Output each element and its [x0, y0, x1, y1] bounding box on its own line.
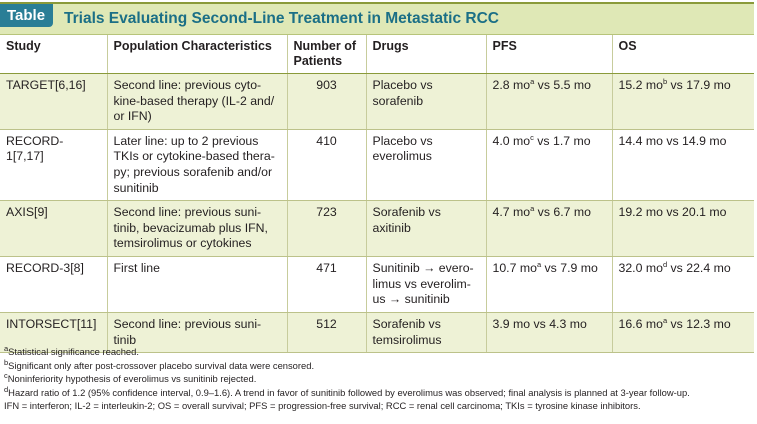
header-drugs: Drugs [365, 35, 486, 74]
cell-patients: 512 [286, 312, 366, 354]
cell-pfs: 4.7 moa vs 6.7 mo [485, 200, 612, 257]
cell-study: RECORD-3[8] [0, 256, 107, 313]
header-study: Study [0, 35, 107, 74]
cell-population: Second line: previous cyto-kine-based th… [106, 73, 287, 130]
table-row: INTORSECT[11] Second line: previous suni… [0, 312, 754, 354]
cell-study: INTORSECT[11] [0, 312, 107, 354]
cell-os: 15.2 mob vs 17.9 mo [611, 73, 754, 130]
cell-patients: 471 [286, 256, 366, 313]
table-row: TARGET[6,16] Second line: previous cyto-… [0, 73, 754, 130]
table-title-bar: Table Trials Evaluating Second-Line Trea… [0, 2, 754, 35]
footnote: cNoninferiority hypothesis of everolimus… [4, 371, 257, 385]
cell-os: 19.2 mo vs 20.1 mo [611, 200, 754, 257]
cell-drugs: Sunitinib → evero-limus vs everolim-us →… [365, 256, 486, 313]
cell-patients: 410 [286, 129, 366, 202]
table-row: RECORD-1[7,17] Later line: up to 2 previ… [0, 129, 754, 202]
footnote: aStatistical significance reached. [4, 343, 139, 357]
cell-os: 16.6 moa vs 12.3 mo [611, 312, 754, 354]
cell-os: 14.4 mo vs 14.9 mo [611, 129, 754, 202]
header-os: OS [611, 35, 754, 74]
cell-study: AXIS[9] [0, 200, 107, 257]
header-row: Study Population Characteristics Number … [0, 35, 754, 74]
cell-study: TARGET[6,16] [0, 73, 107, 130]
table-tag-label: Table [0, 4, 54, 27]
cell-population: First line [106, 256, 287, 313]
cell-pfs: 4.0 moc vs 1.7 mo [485, 129, 612, 202]
footnote: bSignificant only after post-crossover p… [4, 357, 315, 371]
table-row: RECORD-3[8] First line 471 Sunitinib → e… [0, 256, 754, 313]
cell-os: 32.0 mod vs 22.4 mo [611, 256, 754, 313]
abbreviations: IFN = interferon; IL-2 = interleukin-2; … [4, 400, 641, 412]
cell-drugs: Sorafenib vs temsirolimus [365, 312, 486, 354]
header-patients: Number of Patients [286, 35, 366, 74]
cell-population: Later line: up to 2 previous TKIs or cyt… [106, 129, 287, 202]
cell-drugs: Sorafenib vs axitinib [365, 200, 486, 257]
cell-pfs: 10.7 moa vs 7.9 mo [485, 256, 612, 313]
cell-study: RECORD-1[7,17] [0, 129, 107, 202]
footnotes: aStatistical significance reached. bSign… [4, 345, 754, 413]
cell-population: Second line: previous suni-tinib [106, 312, 287, 354]
trials-table: Study Population Characteristics Number … [0, 35, 754, 354]
header-population: Population Characteristics [106, 35, 287, 74]
cell-pfs: 2.8 moa vs 5.5 mo [485, 73, 612, 130]
cell-drugs: Placebo vs everolimus [365, 129, 486, 202]
cell-drugs: Placebo vs sorafenib [365, 73, 486, 130]
header-pfs: PFS [485, 35, 612, 74]
footnote: dHazard ratio of 1.2 (95% confidence int… [4, 384, 690, 398]
table-title: Trials Evaluating Second-Line Treatment … [64, 10, 499, 27]
cell-patients: 723 [286, 200, 366, 257]
cell-pfs: 3.9 mo vs 4.3 mo [485, 312, 612, 354]
cell-patients: 903 [286, 73, 366, 130]
table-row: AXIS[9] Second line: previous suni-tinib… [0, 200, 754, 257]
cell-population: Second line: previous suni-tinib, bevaci… [106, 200, 287, 257]
